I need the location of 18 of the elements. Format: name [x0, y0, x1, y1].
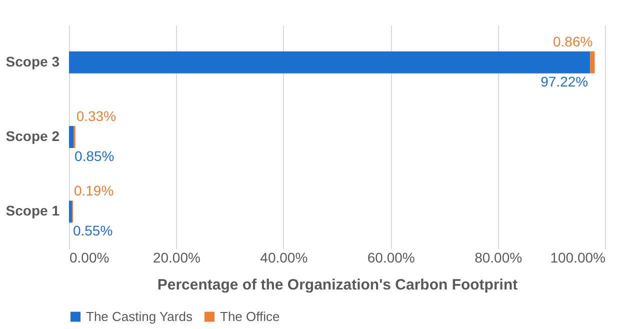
y-tick-label: Scope 3 [6, 53, 60, 70]
data-label: 0.86% [553, 33, 593, 50]
x-tick-label: 0.00% [70, 250, 110, 266]
x-axis-title: Percentage of the Organization's Carbon Footprint [157, 276, 518, 294]
y-tick-label: Scope 2 [6, 128, 60, 144]
data-label: 0.85% [74, 148, 114, 164]
data-label: 0.19% [74, 182, 114, 199]
x-tick-label: 100.00% [550, 250, 606, 266]
x-tick-label: 20.00% [152, 250, 200, 266]
y-tick-label: Scope 1 [6, 202, 60, 219]
legend-label: The Casting Yards [86, 308, 193, 324]
data-label: 0.55% [72, 222, 113, 239]
x-tick-label: 80.00% [474, 250, 522, 266]
data-label: 97.22% [540, 73, 588, 90]
x-tick-label: 40.00% [260, 250, 308, 266]
legend-label: The Office [220, 308, 280, 324]
x-tick-label: 60.00% [367, 250, 415, 266]
data-label: 0.33% [76, 108, 116, 124]
